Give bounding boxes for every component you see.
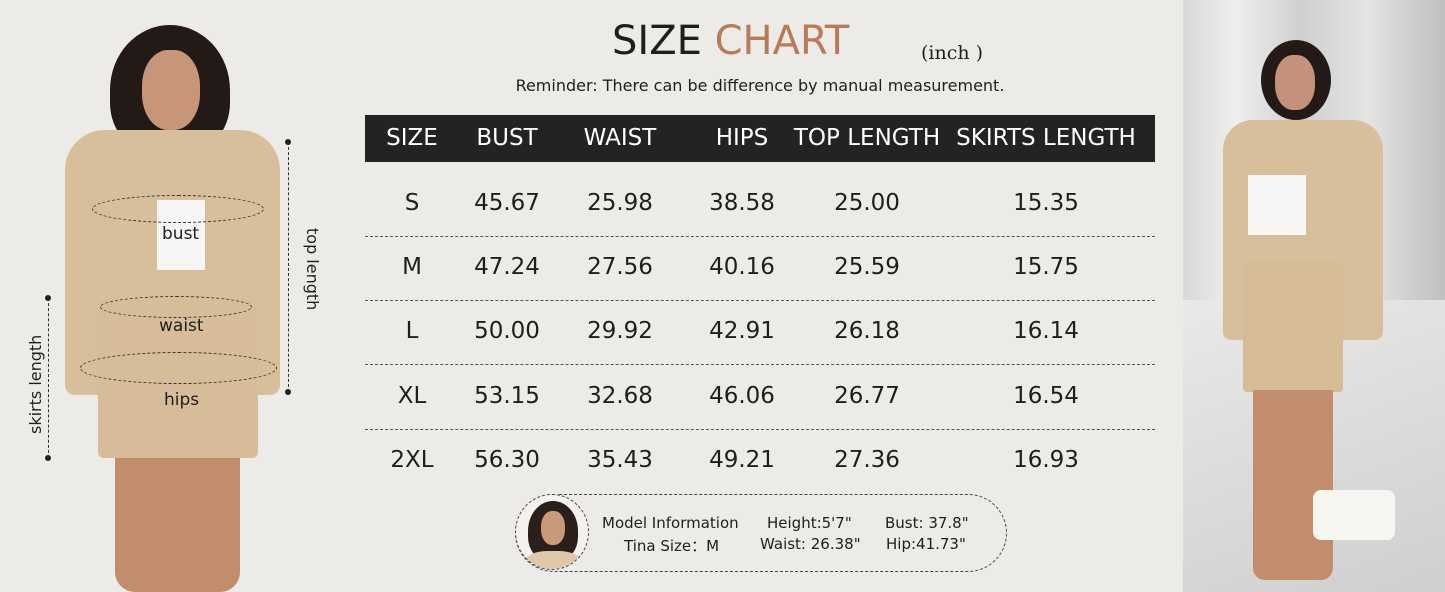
cell-skirts-length: 15.35 [1013, 190, 1079, 216]
row-divider [365, 429, 1155, 430]
cell-size: S [404, 190, 420, 216]
header-top-length: TOP LENGTH [793, 125, 941, 151]
cell-skirts-length: 16.93 [1013, 447, 1079, 473]
bust-ellipse [92, 195, 264, 223]
cell-top-length: 25.59 [834, 254, 900, 280]
model-hip: Hip:41.73" [886, 535, 966, 553]
top-length-dot-top [285, 139, 291, 145]
header-bust: BUST [476, 125, 538, 151]
face [142, 50, 200, 130]
cell-waist: 35.43 [587, 447, 653, 473]
legs [115, 458, 240, 592]
model-avatar [515, 494, 589, 570]
table-row: L 50.00 29.92 42.91 26.18 16.14 [365, 300, 1155, 364]
cell-top-length: 26.77 [834, 383, 900, 409]
skirts-length-label: skirts length [26, 334, 45, 434]
cell-hips: 42.91 [709, 318, 775, 344]
cell-skirts-length: 16.54 [1013, 383, 1079, 409]
table-row: M 47.24 27.56 40.16 25.59 15.75 [365, 236, 1155, 300]
cell-waist: 25.98 [587, 190, 653, 216]
header-skirts-length: SKIRTS LENGTH [956, 125, 1136, 151]
cell-size: XL [397, 383, 427, 409]
model-size: Tina Size：M [624, 537, 720, 555]
cell-top-length: 27.36 [834, 447, 900, 473]
unit-label: (inch ) [921, 42, 984, 64]
skirts-length-line [48, 298, 49, 458]
table-row: 2XL 56.30 35.43 49.21 27.36 16.93 [365, 429, 1155, 493]
skirts-length-dot-bottom [45, 455, 51, 461]
cell-bust: 53.15 [474, 383, 540, 409]
cell-hips: 38.58 [709, 190, 775, 216]
model-bust: Bust: 37.8" [885, 514, 969, 532]
cell-skirts-length: 16.14 [1013, 318, 1079, 344]
waist-ellipse [100, 296, 252, 318]
skirts-length-dot-top [45, 295, 51, 301]
cell-size: 2XL [390, 447, 434, 473]
row-divider [365, 364, 1155, 365]
page-title: SIZE CHART [612, 18, 849, 64]
top-length-label: top length [303, 228, 322, 311]
title-part1: SIZE [612, 18, 702, 64]
reminder-text: Reminder: There can be difference by man… [515, 76, 1005, 95]
waist-label: waist [159, 316, 204, 336]
cell-size: L [405, 318, 419, 344]
cell-waist: 29.92 [587, 318, 653, 344]
cell-waist: 27.56 [587, 254, 653, 280]
cell-waist: 32.68 [587, 383, 653, 409]
model-info-heading: Model Information [602, 514, 739, 532]
top-length-dot-bottom [285, 389, 291, 395]
cell-bust: 47.24 [474, 254, 540, 280]
cell-hips: 49.21 [709, 447, 775, 473]
hips-label: hips [164, 390, 200, 410]
cell-bust: 50.00 [474, 318, 540, 344]
header-size: SIZE [386, 125, 438, 151]
cell-bust: 45.67 [474, 190, 540, 216]
cell-bust: 56.30 [474, 447, 540, 473]
row-divider [365, 300, 1155, 301]
bust-label: bust [162, 224, 200, 244]
header-waist: WAIST [583, 125, 657, 151]
model-photo [1183, 0, 1445, 592]
cell-top-length: 25.00 [834, 190, 900, 216]
row-divider [365, 236, 1155, 237]
table-row: XL 53.15 32.68 46.06 26.77 16.54 [365, 365, 1155, 429]
cell-top-length: 26.18 [834, 318, 900, 344]
cell-hips: 46.06 [709, 383, 775, 409]
model-height: Height:5'7" [767, 514, 852, 532]
table-header: SIZE BUST WAIST HIPS TOP LENGTH SKIRTS L… [365, 115, 1155, 162]
cell-skirts-length: 15.75 [1013, 254, 1079, 280]
cell-hips: 40.16 [709, 254, 775, 280]
cell-size: M [402, 254, 422, 280]
header-hips: HIPS [715, 125, 769, 151]
hips-ellipse [80, 352, 277, 384]
model-waist: Waist: 26.38" [760, 535, 861, 553]
title-part2: CHART [714, 18, 850, 64]
top-length-line [288, 142, 289, 392]
table-row: S 45.67 25.98 38.58 25.00 15.35 [365, 172, 1155, 236]
